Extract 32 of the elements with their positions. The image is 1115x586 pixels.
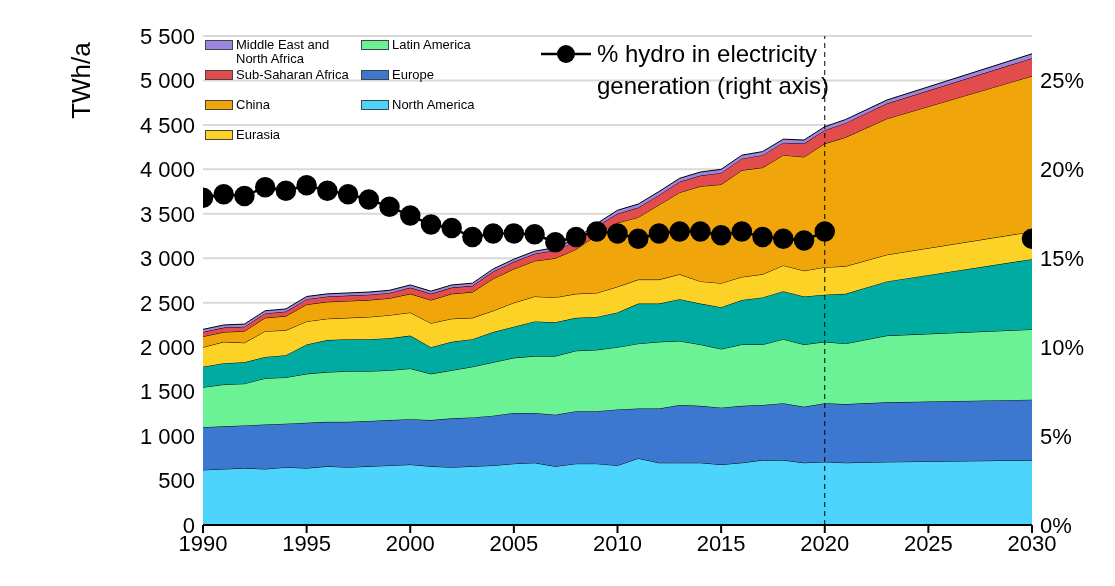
legend-label: Eurasia xyxy=(236,127,281,142)
y-tick-label: 3 000 xyxy=(139,246,195,272)
y-tick-label: 2 000 xyxy=(139,334,195,360)
y-tick-label: 5 000 xyxy=(139,68,195,94)
x-tick-label: 2000 xyxy=(385,530,435,556)
y2-tick-label: 15% xyxy=(1040,246,1085,272)
legend-label: Europe xyxy=(392,67,434,82)
y-tick-label: 2 500 xyxy=(139,290,195,316)
x-tick-label: 2025 xyxy=(903,530,953,556)
legend-label: Latin America xyxy=(392,37,471,52)
y2-tick-label: 25% xyxy=(1040,68,1085,94)
legend-label: % hydro in electricity generation (right axis) xyxy=(597,39,831,101)
legend-label: Middle East and North Africa xyxy=(236,37,331,66)
x-tick-label: 2015 xyxy=(696,530,746,556)
y-axis-title: TWh/a xyxy=(66,41,97,119)
y2-tick-label: 20% xyxy=(1040,157,1085,183)
y-tick-label: 3 500 xyxy=(139,201,195,227)
y2-tick-label: 10% xyxy=(1040,334,1085,360)
y-tick-label: 4 000 xyxy=(139,157,195,183)
y-tick-label: 5 500 xyxy=(139,23,195,49)
y-tick-label: 4 500 xyxy=(139,112,195,138)
y-tick-label: 1 500 xyxy=(139,379,195,405)
y-tick-label: 1 000 xyxy=(139,423,195,449)
x-tick-label: 2020 xyxy=(800,530,850,556)
legend-label: Sub-Saharan Africa xyxy=(236,67,349,82)
x-tick-label: 2005 xyxy=(489,530,539,556)
legend-label: China xyxy=(236,97,270,112)
y2-tick-label: 5% xyxy=(1040,423,1072,449)
y-tick-label: 500 xyxy=(158,468,195,494)
x-tick-label: 1995 xyxy=(282,530,332,556)
x-tick-label: 2010 xyxy=(593,530,642,556)
legend-label: North America xyxy=(392,97,475,112)
